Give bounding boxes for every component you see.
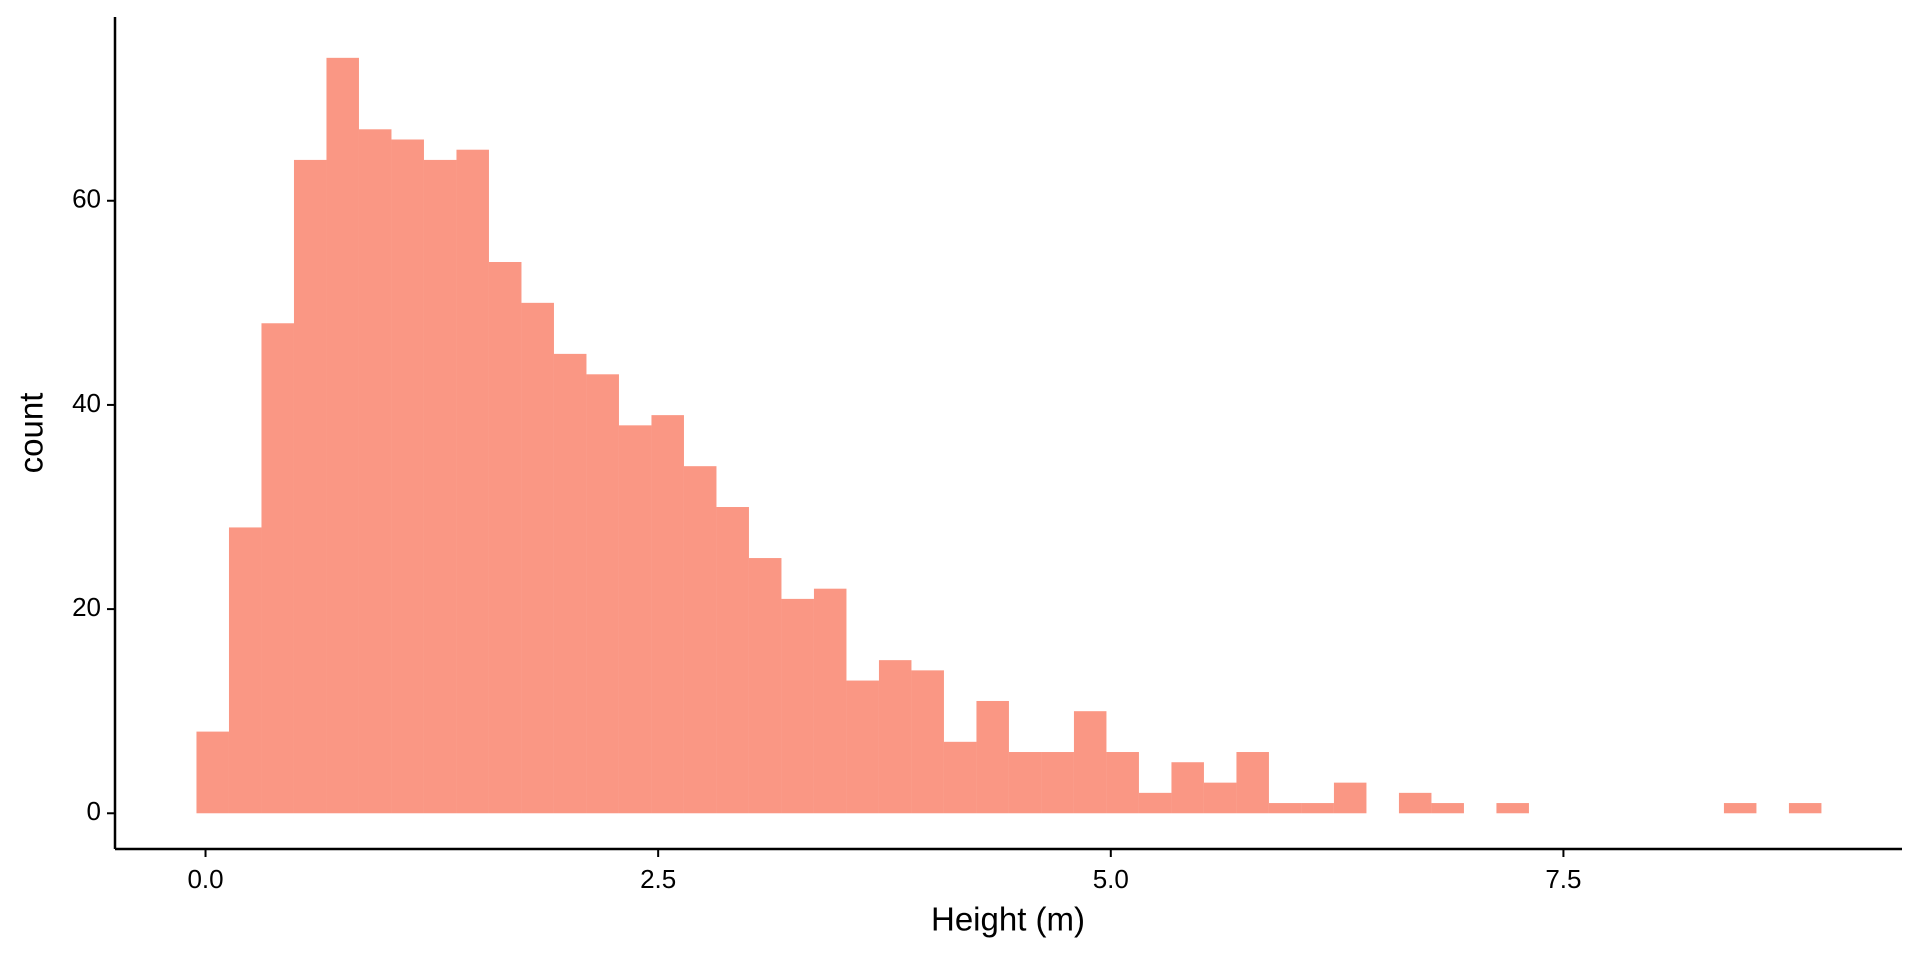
bar — [1333, 782, 1367, 814]
bar — [358, 129, 392, 814]
bar — [716, 507, 749, 814]
bar — [293, 159, 327, 814]
bar — [1236, 752, 1269, 814]
y-axis-title: count — [13, 393, 50, 474]
bar — [1788, 803, 1822, 814]
bar — [943, 741, 977, 814]
bar — [1008, 752, 1042, 814]
bar — [196, 731, 229, 814]
bar — [1203, 782, 1237, 814]
bar — [391, 139, 424, 814]
bar — [1041, 752, 1074, 814]
bar — [683, 466, 717, 814]
bar — [521, 302, 554, 814]
bar — [1398, 792, 1432, 814]
y-tick-label: 20 — [72, 592, 101, 622]
bar — [423, 159, 457, 814]
bar — [618, 425, 652, 814]
y-tick-label: 0 — [87, 796, 101, 826]
bar — [586, 374, 619, 814]
x-axis-title: Height (m) — [931, 901, 1085, 938]
bar — [911, 670, 944, 814]
x-tick-label: 7.5 — [1545, 864, 1581, 894]
bar — [456, 149, 489, 814]
bar — [846, 680, 879, 814]
bar — [813, 588, 847, 814]
bar — [228, 527, 262, 814]
bar — [1138, 792, 1172, 814]
bar — [1171, 762, 1204, 814]
bar — [1106, 752, 1139, 814]
y-tick-label: 40 — [72, 388, 101, 418]
bar — [1496, 803, 1529, 814]
x-tick-label: 5.0 — [1093, 864, 1129, 894]
bar — [878, 660, 912, 814]
bar — [261, 323, 294, 814]
x-tick-label: 2.5 — [640, 864, 676, 894]
bar — [1723, 803, 1757, 814]
bar — [1431, 803, 1464, 814]
bar — [1073, 711, 1107, 814]
bar — [553, 353, 587, 814]
bar — [651, 415, 684, 814]
bar — [748, 558, 782, 814]
bar — [488, 262, 522, 814]
y-tick-label: 60 — [72, 184, 101, 214]
bar — [781, 598, 814, 814]
bar — [1268, 803, 1302, 814]
bar — [976, 700, 1009, 814]
bar — [326, 57, 359, 814]
bar — [1301, 803, 1334, 814]
x-tick-label: 0.0 — [187, 864, 223, 894]
